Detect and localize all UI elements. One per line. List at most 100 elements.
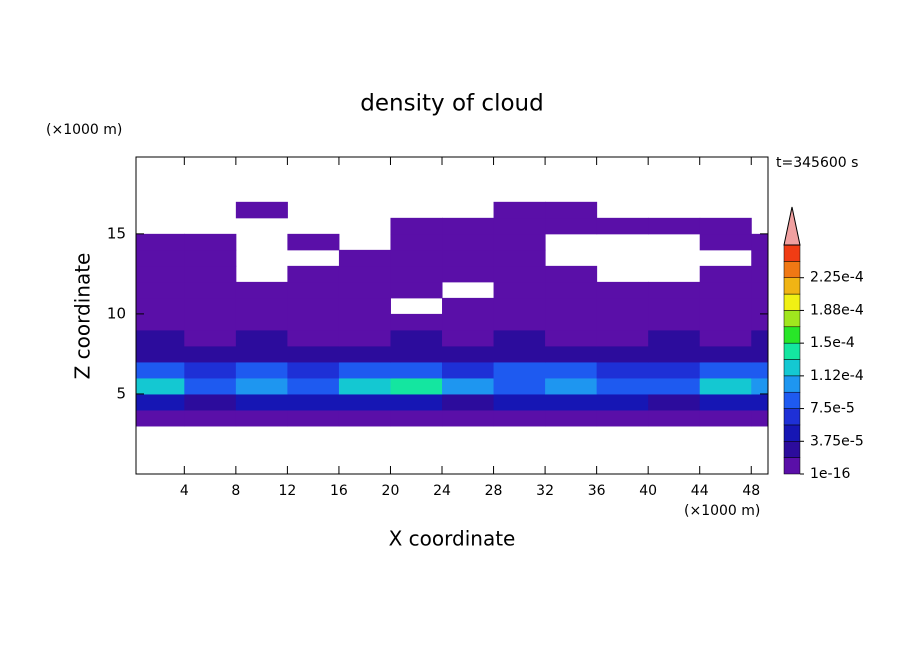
plot-frame xyxy=(135,156,769,475)
cell xyxy=(493,361,546,379)
cell xyxy=(442,233,495,251)
colorbar-band xyxy=(783,261,801,278)
x-tick-label: 20 xyxy=(382,483,400,499)
colorbar-band xyxy=(783,359,801,377)
cell xyxy=(287,297,340,315)
cell xyxy=(545,329,598,347)
cell xyxy=(545,313,598,331)
colorbar-extension xyxy=(783,206,801,246)
cell xyxy=(493,233,546,251)
cell xyxy=(338,249,391,267)
x-tick-label: 36 xyxy=(588,483,606,499)
cell xyxy=(184,265,237,283)
cell xyxy=(493,409,546,427)
x-axis-label: X coordinate xyxy=(389,527,516,551)
cell xyxy=(287,377,340,395)
cell xyxy=(287,345,340,363)
colorbar-band xyxy=(783,391,801,409)
cell xyxy=(493,201,546,219)
cell xyxy=(699,281,752,299)
y-tick-label: 5 xyxy=(116,384,126,402)
cell xyxy=(442,377,495,395)
colorbar-band xyxy=(783,277,801,295)
time-annotation: t=345600 s xyxy=(776,155,858,171)
x-tick-label: 44 xyxy=(691,483,709,499)
cell xyxy=(751,377,768,395)
cell xyxy=(338,281,391,299)
cell xyxy=(235,393,288,411)
cell xyxy=(287,361,340,379)
cell xyxy=(493,265,546,283)
cell xyxy=(287,281,340,299)
cell xyxy=(596,281,649,299)
colorbar-band xyxy=(783,457,801,475)
colorbar-tick-label: 1.88e-4 xyxy=(810,302,864,318)
cell xyxy=(184,377,237,395)
cell xyxy=(648,409,701,427)
colorbar-band xyxy=(783,293,801,311)
cell xyxy=(699,361,752,379)
cell xyxy=(338,345,391,363)
cell xyxy=(184,281,237,299)
colorbar-tick-label: 1.5e-4 xyxy=(810,335,855,351)
cell xyxy=(493,345,546,363)
cell xyxy=(596,297,649,315)
cell xyxy=(699,233,752,251)
cell xyxy=(338,377,391,395)
cell xyxy=(751,345,768,363)
cell xyxy=(390,313,443,331)
cell xyxy=(493,313,546,331)
colorbar-tick-label: 7.5e-5 xyxy=(810,401,855,417)
cell xyxy=(442,313,495,331)
cell xyxy=(648,393,701,411)
cell xyxy=(648,377,701,395)
cell xyxy=(648,329,701,347)
cell xyxy=(184,233,237,251)
y-axis-label: Z coordinate xyxy=(71,253,95,380)
cell xyxy=(235,329,288,347)
x-tick-label: 16 xyxy=(330,483,348,499)
cell xyxy=(287,409,340,427)
cell xyxy=(493,297,546,315)
cell xyxy=(493,281,546,299)
cell xyxy=(442,265,495,283)
colorbar-band xyxy=(783,310,801,328)
cell xyxy=(493,249,546,267)
colorbar-band xyxy=(783,375,801,393)
cell xyxy=(390,281,443,299)
x-tick-label: 12 xyxy=(278,483,296,499)
cell xyxy=(390,329,443,347)
cell xyxy=(596,393,649,411)
cell xyxy=(184,393,237,411)
colorbar-band xyxy=(783,244,801,262)
cell xyxy=(751,409,768,427)
colorbar-band xyxy=(783,342,801,360)
cell xyxy=(442,297,495,315)
cell xyxy=(493,329,546,347)
cell xyxy=(751,265,768,283)
cell xyxy=(648,217,701,235)
cell xyxy=(235,409,288,427)
cell xyxy=(699,409,752,427)
cell xyxy=(545,393,598,411)
cell xyxy=(390,361,443,379)
cell xyxy=(493,393,546,411)
cell xyxy=(545,281,598,299)
cell xyxy=(596,361,649,379)
cell xyxy=(136,265,185,283)
cell xyxy=(136,329,185,347)
x-tick-label: 32 xyxy=(536,483,554,499)
y-unit: (×1000 m) xyxy=(46,122,122,138)
cell xyxy=(751,281,768,299)
cell xyxy=(442,329,495,347)
cell xyxy=(184,345,237,363)
cell xyxy=(184,409,237,427)
colorbar-band xyxy=(783,326,801,344)
cell xyxy=(235,201,288,219)
cell xyxy=(442,249,495,267)
cell xyxy=(338,265,391,283)
cell xyxy=(390,217,443,235)
cell xyxy=(493,217,546,235)
cell xyxy=(287,233,340,251)
